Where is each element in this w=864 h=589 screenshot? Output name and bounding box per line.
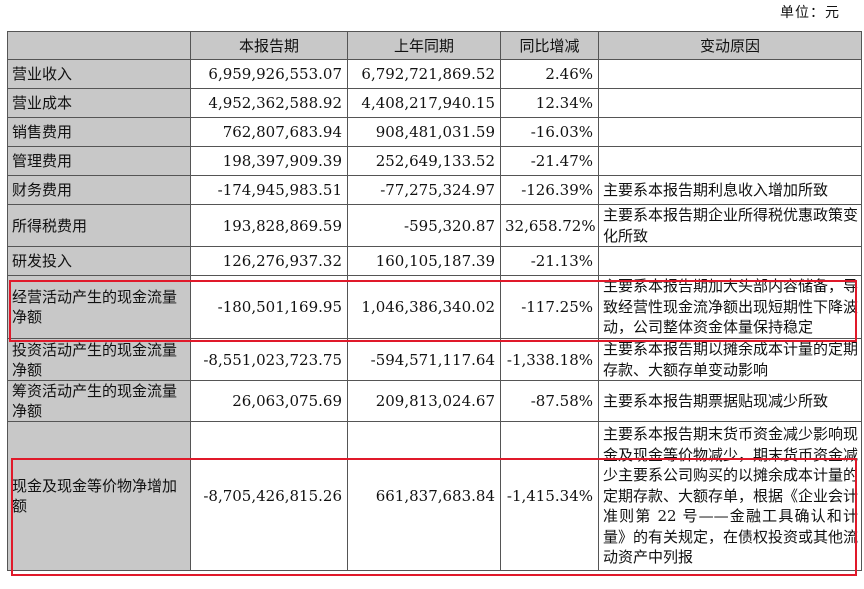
row-label: 销售费用 bbox=[7, 117, 191, 147]
current-value: -8,551,023,723.75 bbox=[190, 338, 348, 381]
row-label: 经营活动产生的现金流量净额 bbox=[7, 275, 191, 339]
current-value: 126,276,937.32 bbox=[190, 246, 348, 276]
current-value: 6,959,926,553.07 bbox=[190, 59, 348, 89]
table-row: 经营活动产生的现金流量净额 -180,501,169.95 1,046,386,… bbox=[7, 275, 862, 339]
table-header-row: 本报告期 上年同期 同比增减 变动原因 bbox=[7, 31, 862, 60]
reason-text: 主要系本报告期以摊余成本计量的定期存款、大额存单变动影响 bbox=[598, 338, 862, 381]
row-label: 营业收入 bbox=[7, 59, 191, 89]
prior-value: 160,105,187.39 bbox=[347, 246, 501, 276]
prior-value: 6,792,721,869.52 bbox=[347, 59, 501, 89]
row-label: 所得税费用 bbox=[7, 204, 191, 247]
reason-text bbox=[598, 146, 862, 176]
table-row: 营业收入 6,959,926,553.07 6,792,721,869.52 2… bbox=[7, 59, 862, 89]
change-value: -21.47% bbox=[500, 146, 599, 176]
change-value: -126.39% bbox=[500, 175, 599, 205]
prior-value: 908,481,031.59 bbox=[347, 117, 501, 147]
prior-value: -595,320.87 bbox=[347, 204, 501, 247]
change-value: 2.46% bbox=[500, 59, 599, 89]
row-label: 营业成本 bbox=[7, 88, 191, 118]
table-row: 所得税费用 193,828,869.59 -595,320.87 32,658.… bbox=[7, 204, 862, 247]
table-row: 管理费用 198,397,909.39 252,649,133.52 -21.4… bbox=[7, 146, 862, 176]
prior-value: 661,837,683.84 bbox=[347, 421, 501, 571]
change-value: 12.34% bbox=[500, 88, 599, 118]
row-label: 管理费用 bbox=[7, 146, 191, 176]
table-row: 现金及现金等价物净增加额 -8,705,426,815.26 661,837,6… bbox=[7, 421, 862, 571]
current-value: 198,397,909.39 bbox=[190, 146, 348, 176]
table-row: 筹资活动产生的现金流量净额 26,063,075.69 209,813,024.… bbox=[7, 380, 862, 422]
header-item bbox=[7, 31, 191, 60]
prior-value: 209,813,024.67 bbox=[347, 380, 501, 422]
header-current-period: 本报告期 bbox=[190, 31, 348, 60]
current-value: -180,501,169.95 bbox=[190, 275, 348, 339]
prior-value: -77,275,324.97 bbox=[347, 175, 501, 205]
reason-text bbox=[598, 246, 862, 276]
change-value: -16.03% bbox=[500, 117, 599, 147]
current-value: 762,807,683.94 bbox=[190, 117, 348, 147]
unit-label: 单位：元 bbox=[780, 5, 840, 21]
current-value: 26,063,075.69 bbox=[190, 380, 348, 422]
change-value: -21.13% bbox=[500, 246, 599, 276]
change-value: -87.58% bbox=[500, 380, 599, 422]
reason-text bbox=[598, 88, 862, 118]
change-value: -117.25% bbox=[500, 275, 599, 339]
change-value: 32,658.72% bbox=[500, 204, 599, 247]
reason-text: 主要系本报告期加大头部内容储备，导致经营性现金流净额出现短期性下降波动，公司整体… bbox=[598, 275, 862, 339]
current-value: -174,945,983.51 bbox=[190, 175, 348, 205]
reason-text: 主要系本报告期末货币资金减少影响现金及现金等价物减少，期末货币资金减少主要系公司… bbox=[598, 421, 862, 571]
financial-change-table: 本报告期 上年同期 同比增减 变动原因 营业收入 6,959,926,553.0… bbox=[7, 31, 862, 571]
change-value: -1,338.18% bbox=[500, 338, 599, 381]
reason-text bbox=[598, 59, 862, 89]
row-label: 投资活动产生的现金流量净额 bbox=[7, 338, 191, 381]
reason-text bbox=[598, 117, 862, 147]
table-row: 研发投入 126,276,937.32 160,105,187.39 -21.1… bbox=[7, 246, 862, 276]
change-value: -1,415.34% bbox=[500, 421, 599, 571]
row-label: 财务费用 bbox=[7, 175, 191, 205]
prior-value: 1,046,386,340.02 bbox=[347, 275, 501, 339]
header-reason: 变动原因 bbox=[598, 31, 862, 60]
current-value: 4,952,362,588.92 bbox=[190, 88, 348, 118]
prior-value: -594,571,117.64 bbox=[347, 338, 501, 381]
table-row: 营业成本 4,952,362,588.92 4,408,217,940.15 1… bbox=[7, 88, 862, 118]
prior-value: 4,408,217,940.15 bbox=[347, 88, 501, 118]
current-value: 193,828,869.59 bbox=[190, 204, 348, 247]
prior-value: 252,649,133.52 bbox=[347, 146, 501, 176]
table-row: 投资活动产生的现金流量净额 -8,551,023,723.75 -594,571… bbox=[7, 338, 862, 381]
header-prior-period: 上年同期 bbox=[347, 31, 501, 60]
row-label: 研发投入 bbox=[7, 246, 191, 276]
current-value: -8,705,426,815.26 bbox=[190, 421, 348, 571]
reason-text: 主要系本报告期企业所得税优惠政策变化所致 bbox=[598, 204, 862, 247]
table-row: 销售费用 762,807,683.94 908,481,031.59 -16.0… bbox=[7, 117, 862, 147]
reason-text: 主要系本报告期票据贴现减少所致 bbox=[598, 380, 862, 422]
row-label: 现金及现金等价物净增加额 bbox=[7, 421, 191, 571]
header-yoy-change: 同比增减 bbox=[500, 31, 599, 60]
row-label: 筹资活动产生的现金流量净额 bbox=[7, 380, 191, 422]
reason-text: 主要系本报告期利息收入增加所致 bbox=[598, 175, 862, 205]
table-row: 财务费用 -174,945,983.51 -77,275,324.97 -126… bbox=[7, 175, 862, 205]
